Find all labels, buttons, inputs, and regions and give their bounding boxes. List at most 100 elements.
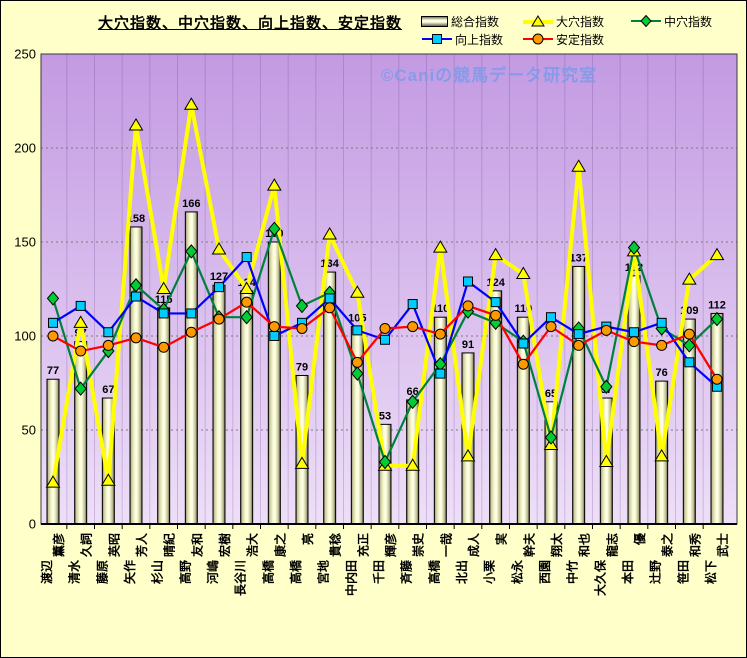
triangle-marker — [515, 266, 531, 279]
circle-marker — [185, 326, 197, 338]
x-label-surname: 北出 — [454, 560, 469, 584]
y-tick-label: 200 — [14, 141, 36, 156]
x-label-surname: 斉藤 — [399, 559, 414, 584]
x-label-given: 輝彦 — [383, 533, 398, 557]
bar-value-label: 53 — [379, 410, 391, 422]
square-marker — [213, 282, 224, 293]
x-label-surname: 長谷川 — [233, 560, 248, 596]
x-label-surname: 河嶋 — [205, 560, 220, 585]
x-label-surname: 杉山 — [150, 560, 165, 584]
bar-value-label: 66 — [407, 386, 419, 398]
x-label-given: 和也 — [577, 533, 592, 558]
diamond-marker — [351, 366, 364, 381]
square-marker — [490, 297, 501, 308]
x-label-given: 晴紀 — [162, 533, 177, 557]
bar-value-label: 112 — [708, 299, 726, 311]
legend-label: 大穴指数 — [556, 14, 605, 29]
bar — [710, 312, 724, 525]
bar-value-label: 110 — [431, 303, 449, 315]
triangle-marker — [211, 242, 227, 255]
square-marker — [352, 325, 363, 336]
circle-marker — [213, 313, 225, 325]
x-label-given: 武士 — [715, 533, 730, 557]
square-marker — [186, 308, 197, 319]
circle-marker — [158, 341, 170, 353]
x-label-surname: 高橋 — [426, 559, 441, 584]
bar — [157, 307, 171, 525]
triangle-marker — [405, 458, 421, 471]
circle-marker — [407, 321, 419, 333]
x-label-given: 康之 — [272, 533, 287, 557]
triangle-marker — [100, 473, 116, 486]
square-marker — [75, 300, 86, 311]
bar-value-label: 158 — [127, 213, 145, 225]
x-label-given: 一哉 — [438, 533, 453, 557]
circle-marker — [379, 322, 391, 334]
square-marker — [379, 334, 390, 345]
x-label-surname: 中竹 — [565, 560, 580, 584]
square-marker — [462, 276, 473, 287]
triangle-marker — [266, 178, 282, 191]
diamond-marker — [295, 298, 309, 314]
x-label-surname: 宮地 — [316, 560, 331, 584]
legend-label: 総合指数 — [451, 14, 500, 29]
triangle-marker — [73, 315, 89, 328]
x-label-given: 充正 — [355, 533, 370, 557]
bar-value-label: 134 — [320, 258, 339, 270]
legend-label: 安定指数 — [556, 32, 605, 47]
triangle-marker — [156, 281, 172, 294]
bar — [572, 265, 586, 525]
square-marker — [628, 327, 639, 338]
x-label-given: 貴稔 — [328, 533, 343, 557]
x-label-surname: 高橋 — [260, 559, 275, 584]
diamond-marker — [406, 394, 419, 410]
circle-marker — [656, 339, 668, 351]
circle-marker — [241, 296, 253, 308]
circle-marker — [600, 324, 612, 336]
x-label-surname: 本田 — [620, 560, 635, 584]
legend-item-chuuana: 中穴指数 — [631, 14, 713, 29]
x-label-surname: 渡辺 — [39, 560, 54, 584]
square-marker — [573, 329, 584, 340]
x-label-given: 翔太 — [549, 532, 564, 558]
x-label-given: 和秀 — [687, 532, 702, 558]
x-label-given: 亮 — [300, 533, 315, 545]
triangle-marker — [709, 247, 725, 261]
x-label-surname: 中内田 — [343, 560, 358, 596]
circle-marker — [683, 328, 695, 340]
square-marker — [269, 331, 280, 341]
circle-marker — [545, 321, 557, 333]
bar — [267, 241, 281, 525]
x-label-surname: 松下 — [703, 560, 718, 584]
bar — [74, 341, 88, 525]
x-label-given: 龍志 — [604, 533, 619, 557]
x-label-given: 実 — [494, 533, 509, 545]
diamond-marker — [378, 454, 392, 470]
circle-marker — [130, 332, 142, 344]
square-marker — [324, 293, 335, 304]
y-tick-label: 0 — [29, 517, 36, 532]
legend-item-koujou: 向上指数 — [422, 32, 503, 47]
circle-marker — [490, 309, 502, 321]
triangle-marker — [322, 226, 338, 240]
triangle-marker — [128, 117, 144, 131]
square-marker — [684, 357, 695, 368]
x-label-given: 芳人 — [134, 532, 149, 557]
x-label-given: 久詞 — [79, 533, 94, 557]
x-label-surname: 西園 — [538, 560, 552, 584]
triangle-marker — [681, 272, 697, 285]
bar-value-label: 76 — [656, 367, 668, 379]
y-tick-label: 100 — [14, 329, 36, 344]
diamond-marker-icon — [631, 15, 661, 27]
bar-value-label: 91 — [462, 339, 474, 351]
bar — [627, 275, 641, 525]
triangle-marker — [654, 448, 670, 462]
x-label-surname: 千田 — [371, 560, 386, 584]
circle-marker — [102, 339, 114, 351]
x-label-surname: 藤原 — [94, 560, 109, 585]
bar-value-label: 67 — [102, 384, 114, 396]
legend-label: 中穴指数 — [664, 14, 713, 29]
